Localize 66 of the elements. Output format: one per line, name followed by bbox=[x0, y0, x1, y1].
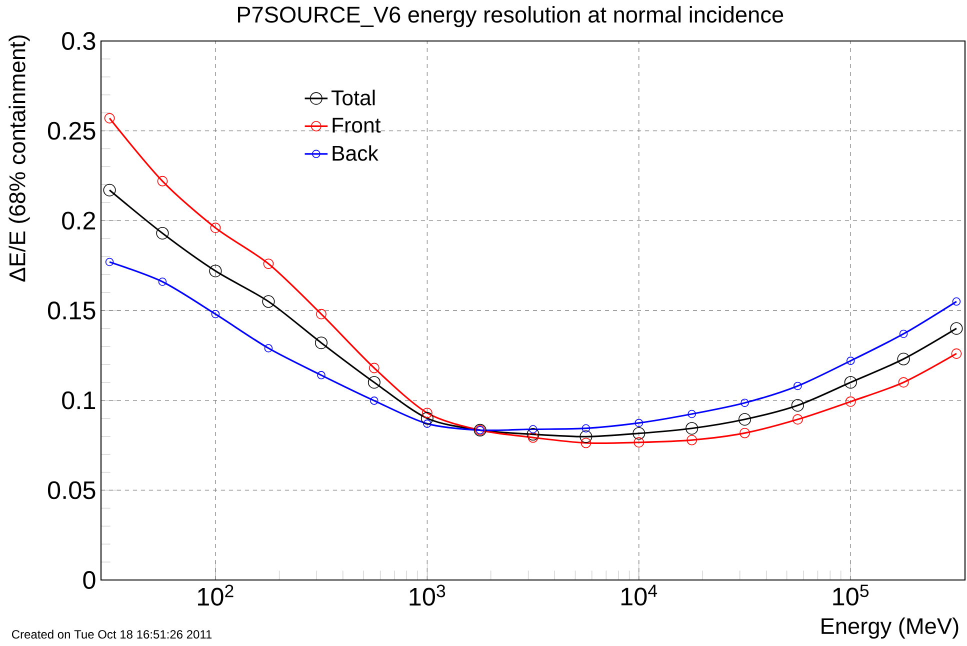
x-axis-title: Energy (MeV) bbox=[822, 618, 958, 639]
point bbox=[528, 425, 538, 434]
point bbox=[209, 264, 222, 278]
y-axis-title: ΔE/E (68% containment) bbox=[8, 35, 30, 282]
point bbox=[210, 222, 221, 234]
point bbox=[264, 344, 273, 352]
point bbox=[582, 424, 590, 432]
point bbox=[898, 377, 909, 388]
point bbox=[632, 427, 646, 440]
point bbox=[157, 176, 168, 186]
x-tick-label: 10$^{3}$ bbox=[410, 584, 446, 606]
text: Created on Tue Oct 18 16:51:26 2011 bbox=[12, 630, 212, 639]
point bbox=[580, 438, 592, 448]
point bbox=[528, 432, 538, 443]
point bbox=[634, 418, 644, 428]
point bbox=[951, 348, 962, 359]
point bbox=[314, 336, 328, 350]
y-tick-label: 0 bbox=[83, 571, 96, 589]
point bbox=[105, 258, 114, 266]
point bbox=[370, 396, 378, 405]
point bbox=[688, 410, 696, 418]
point bbox=[580, 430, 592, 443]
point bbox=[897, 352, 910, 366]
point bbox=[420, 412, 434, 425]
x-tick-label: 10$^{4}$ bbox=[621, 584, 658, 606]
y-tick-label: 0.3 bbox=[62, 32, 96, 50]
point bbox=[845, 396, 856, 407]
point bbox=[846, 356, 855, 365]
point bbox=[952, 297, 961, 306]
point bbox=[317, 371, 326, 380]
point bbox=[368, 376, 380, 389]
legend-label: Back bbox=[332, 145, 378, 161]
chart-title: P7SOURCE_V6 energy resolution at normal incidence bbox=[238, 6, 784, 28]
legend-label: Total bbox=[332, 90, 375, 106]
y-tick-label: 0.15 bbox=[48, 302, 96, 320]
y-tick-label: 0.1 bbox=[62, 391, 96, 410]
point bbox=[423, 420, 432, 428]
point bbox=[738, 413, 752, 426]
point bbox=[103, 184, 116, 196]
point bbox=[950, 322, 963, 335]
x-tick-label: 10$^{5}$ bbox=[833, 584, 869, 606]
point bbox=[263, 258, 274, 269]
point bbox=[158, 278, 167, 286]
point bbox=[792, 414, 803, 425]
point bbox=[156, 226, 169, 240]
point bbox=[686, 422, 698, 435]
point bbox=[422, 408, 432, 418]
point bbox=[104, 113, 115, 124]
point bbox=[526, 428, 540, 441]
point bbox=[262, 295, 275, 308]
point bbox=[794, 382, 802, 390]
y-tick-label: 0.2 bbox=[62, 212, 96, 230]
x-tick-label: 10$^{2}$ bbox=[198, 584, 234, 606]
y-tick-label: 0.25 bbox=[48, 122, 96, 140]
point bbox=[899, 330, 908, 338]
point bbox=[686, 434, 698, 446]
point bbox=[316, 308, 326, 320]
point bbox=[740, 428, 750, 438]
point bbox=[368, 362, 380, 374]
point bbox=[740, 398, 749, 407]
point bbox=[634, 437, 644, 448]
legend-label: Front bbox=[332, 118, 381, 133]
y-tick-label: 0.05 bbox=[48, 481, 96, 500]
point bbox=[791, 399, 804, 412]
point bbox=[844, 376, 857, 389]
point bbox=[211, 310, 220, 318]
